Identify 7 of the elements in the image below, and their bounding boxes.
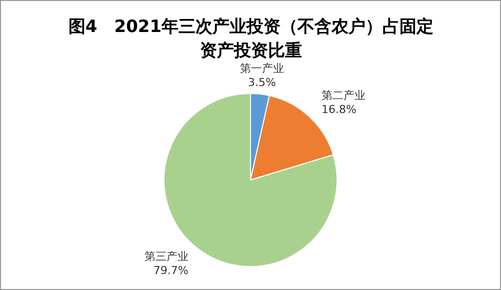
data-label: 79.7%	[153, 264, 188, 277]
chart-title: 图4 2021年三次产业投资（不含农户）占固定资产投资比重	[67, 16, 435, 62]
data-label: 3.5%	[248, 76, 276, 89]
slice-label: 第三产业	[144, 250, 188, 263]
data-label: 16.8%	[322, 103, 357, 116]
slice-label: 第一产业	[240, 62, 284, 75]
slice-label: 第二产业	[322, 89, 366, 102]
